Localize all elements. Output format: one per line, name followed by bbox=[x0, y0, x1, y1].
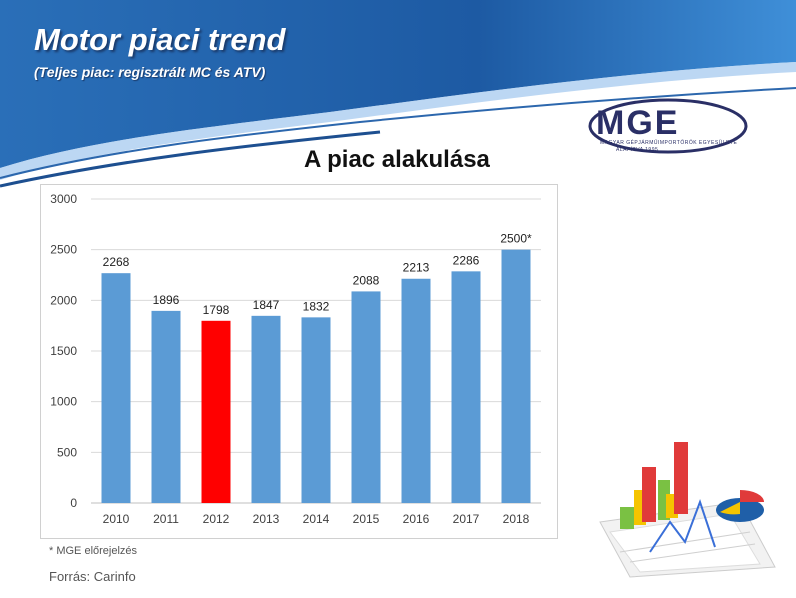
data-label: 1847 bbox=[253, 298, 280, 312]
x-tick-label: 2010 bbox=[103, 512, 130, 526]
bar bbox=[301, 317, 331, 503]
data-label: 2213 bbox=[403, 261, 430, 275]
x-tick-label: 2013 bbox=[253, 512, 280, 526]
y-tick-label: 1500 bbox=[50, 344, 77, 358]
y-tick-label: 0 bbox=[70, 496, 77, 510]
bar bbox=[101, 273, 131, 503]
chart-svg: 0 500 1000 1500 2000 2500 3000 2268 2010 1896 2011… bbox=[50, 192, 541, 526]
data-label: 2268 bbox=[103, 255, 130, 269]
y-tick-label: 3000 bbox=[50, 192, 77, 206]
logo-text: MGE bbox=[596, 104, 680, 142]
mge-logo: MGE MAGYAR GÉPJÁRMŰIMPORTŐRÖK EGYESÜLETE… bbox=[586, 96, 748, 158]
data-label: 1896 bbox=[153, 293, 180, 307]
data-label: 1832 bbox=[303, 299, 330, 313]
bar bbox=[501, 249, 531, 503]
bar bbox=[201, 320, 231, 503]
y-tick-label: 1000 bbox=[50, 395, 77, 409]
x-tick-label: 2015 bbox=[353, 512, 380, 526]
logo-swoosh bbox=[588, 98, 748, 154]
data-label: 2286 bbox=[453, 253, 480, 267]
x-tick-label: 2011 bbox=[153, 512, 179, 526]
page-title: Motor piaci trend bbox=[34, 22, 286, 57]
data-label: 1798 bbox=[203, 303, 230, 317]
chart-illustration bbox=[590, 432, 780, 582]
bar bbox=[351, 291, 381, 503]
logo-tagline: MAGYAR GÉPJÁRMŰIMPORTŐRÖK EGYESÜLETE bbox=[600, 140, 738, 146]
x-tick-label: 2012 bbox=[203, 512, 230, 526]
source-text: Forrás: Carinfo bbox=[49, 569, 136, 584]
bar bbox=[251, 315, 281, 503]
y-tick-label: 2000 bbox=[50, 293, 77, 307]
x-tick-label: 2017 bbox=[453, 512, 480, 526]
x-tick-label: 2018 bbox=[503, 512, 530, 526]
bar bbox=[151, 310, 181, 503]
x-tick-label: 2014 bbox=[303, 512, 330, 526]
y-tick-label: 500 bbox=[57, 445, 77, 459]
data-label: 2500* bbox=[500, 232, 532, 246]
chart-title: A piac alakulása bbox=[304, 146, 490, 173]
header-banner: Motor piaci trend (Teljes piac: regisztr… bbox=[0, 0, 796, 190]
bar-chart: 0 500 1000 1500 2000 2500 3000 2268 2010 1896 2011… bbox=[40, 184, 558, 539]
x-tick-label: 2016 bbox=[403, 512, 430, 526]
page-subtitle: (Teljes piac: regisztrált MC és ATV) bbox=[34, 64, 266, 80]
y-tick-label: 2500 bbox=[50, 243, 77, 257]
bar bbox=[451, 271, 481, 503]
bar bbox=[401, 278, 431, 503]
data-label: 2088 bbox=[353, 273, 380, 287]
footnote: * MGE előrejelzés bbox=[49, 545, 138, 557]
logo-founded: ALAPÍTVA 1995 bbox=[616, 147, 659, 153]
header-wave-graphic bbox=[0, 0, 796, 188]
